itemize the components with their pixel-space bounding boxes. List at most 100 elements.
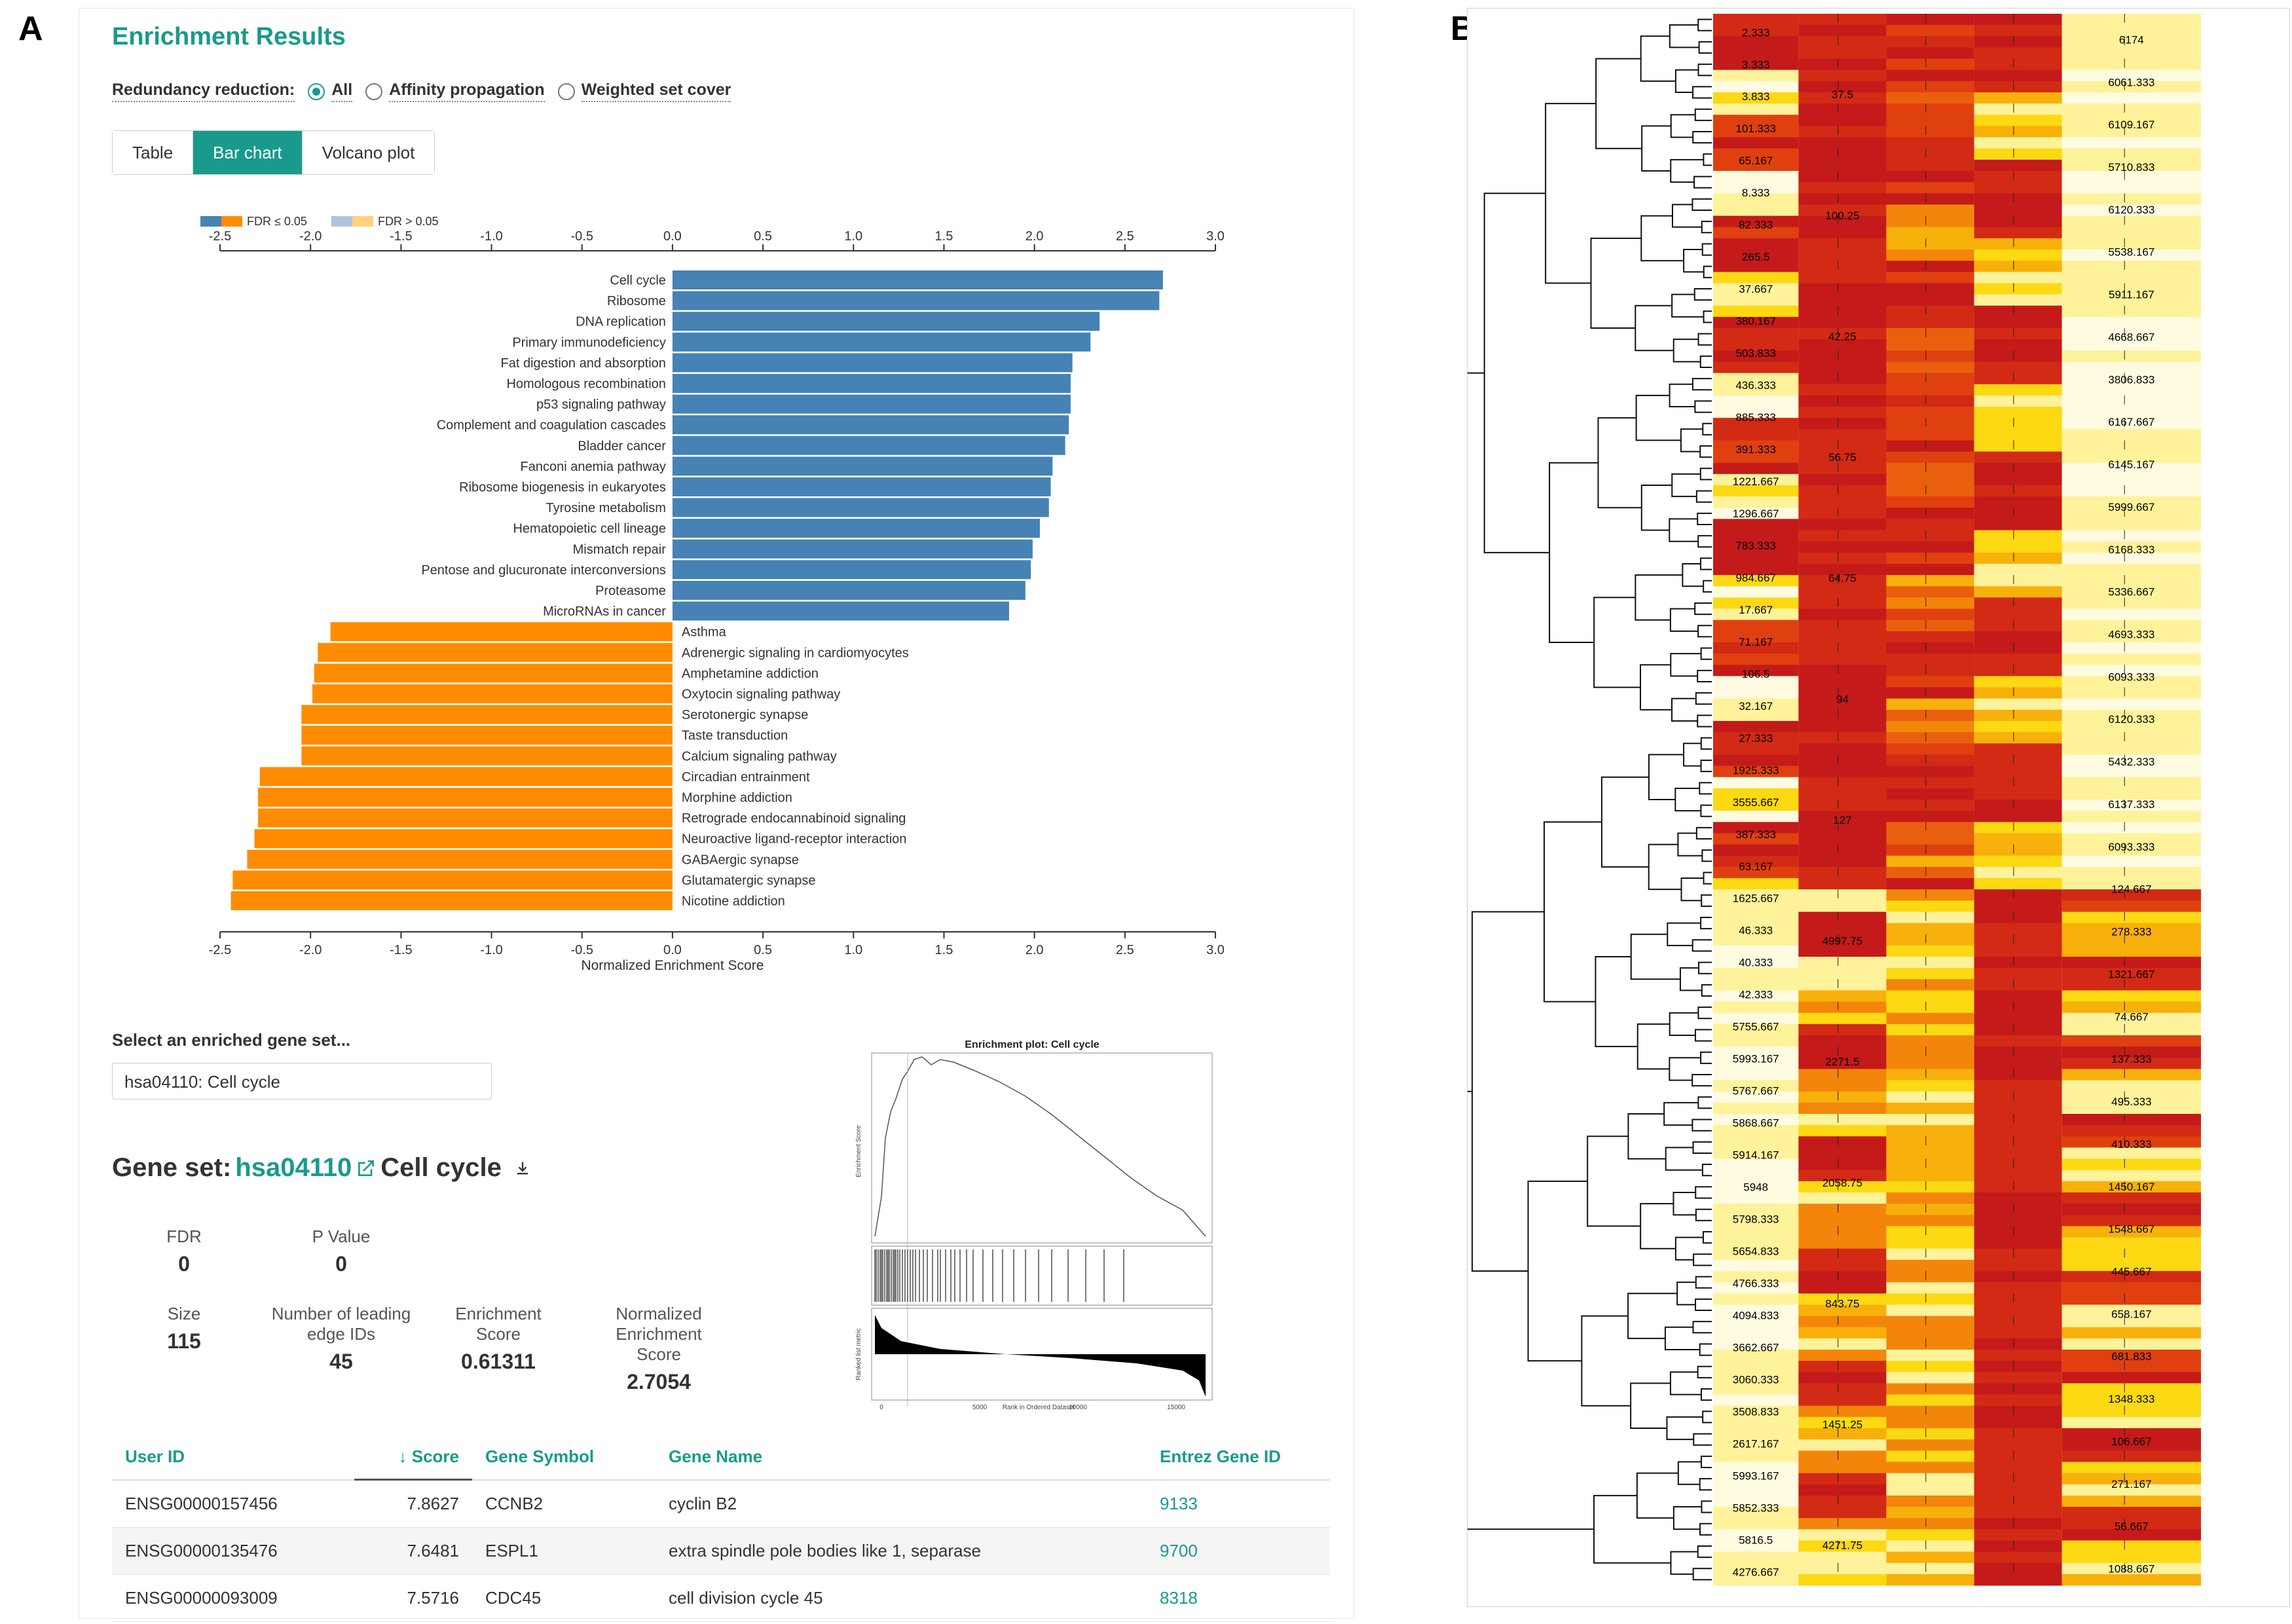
- bar[interactable]: [672, 435, 1065, 455]
- dendrogram-branch: [1597, 417, 1642, 509]
- bar[interactable]: [672, 601, 1009, 621]
- bar[interactable]: [231, 891, 673, 910]
- bar[interactable]: [672, 270, 1163, 289]
- gene-set-select[interactable]: hsa04110: Cell cycle: [112, 1063, 492, 1099]
- radio-weighted-set-cover[interactable]: Weighted set cover: [557, 81, 731, 102]
- radio-selected-icon[interactable]: [308, 83, 325, 100]
- bar[interactable]: [254, 829, 673, 849]
- heatmap-cell: [2061, 889, 2201, 901]
- entrez-link[interactable]: 8318: [1147, 1574, 1330, 1622]
- col-entrez-id[interactable]: Entrez Gene ID: [1147, 1435, 1330, 1481]
- bar[interactable]: [672, 560, 1031, 580]
- heatmap-cell: [2061, 1215, 2201, 1227]
- heatmap-cell: [1974, 361, 2062, 374]
- heatmap-cell: [1886, 1091, 1974, 1103]
- col-gene-symbol[interactable]: Gene Symbol: [472, 1435, 656, 1481]
- entrez-link[interactable]: 9700: [1147, 1527, 1330, 1575]
- bar[interactable]: [672, 456, 1053, 476]
- bar[interactable]: [672, 539, 1033, 559]
- heatmap-cell: [1974, 1024, 2062, 1036]
- heatmap-cell: [1798, 889, 1887, 901]
- cell-label: 3.333: [1742, 58, 1770, 71]
- bar[interactable]: [672, 581, 1026, 600]
- bar[interactable]: [258, 808, 673, 828]
- bar[interactable]: [301, 705, 673, 724]
- bar[interactable]: [301, 726, 673, 745]
- bar[interactable]: [672, 374, 1071, 393]
- cell-label: 2271.5: [1825, 1056, 1859, 1068]
- heatmap-cell: [1974, 1192, 2062, 1204]
- heatmap-cell: [1798, 530, 1887, 542]
- bar[interactable]: [312, 684, 673, 703]
- dendrogram-branch: [1697, 1006, 1712, 1020]
- rank-tick: 0: [879, 1404, 883, 1411]
- heatmap-cell: [2061, 418, 2201, 430]
- heatmap-cell: [1886, 1540, 1974, 1553]
- cell-label: 4997.75: [1822, 935, 1862, 948]
- heatmap-cell: [1798, 855, 1887, 868]
- bar[interactable]: [672, 519, 1040, 538]
- gene-set-id-link[interactable]: hsa04110: [235, 1153, 352, 1182]
- bar[interactable]: [672, 353, 1073, 373]
- rank-tick: 5000: [972, 1404, 988, 1411]
- download-icon[interactable]: [513, 1159, 532, 1177]
- bar[interactable]: [318, 642, 673, 662]
- heatmap-cell: [2061, 294, 2201, 306]
- heatmap-cell: [2061, 811, 2201, 822]
- radio-icon[interactable]: [365, 83, 383, 100]
- bar[interactable]: [672, 477, 1051, 496]
- cell-label: 124.667: [2111, 883, 2151, 896]
- bar[interactable]: [672, 394, 1071, 414]
- heatmap-cell: [1886, 889, 1974, 901]
- bar[interactable]: [672, 498, 1049, 517]
- legend-label: FDR > 0.05: [378, 215, 439, 228]
- heatmap-cell: [1974, 227, 2062, 239]
- tab-bar-chart[interactable]: Bar chart: [193, 131, 302, 174]
- heatmap-cell: [1886, 1562, 1974, 1575]
- rank-tick: 10000: [1069, 1404, 1087, 1411]
- bar-label: Primary immunodeficiency: [512, 335, 666, 350]
- dendrogram-branch: [1698, 41, 1712, 54]
- bar[interactable]: [232, 870, 673, 890]
- heatmap-cell: [1798, 1282, 1887, 1294]
- heatmap-cell: [2061, 900, 2201, 912]
- heatmap-cell: [1713, 1125, 1799, 1137]
- radio-all[interactable]: All: [308, 81, 353, 102]
- col-gene-name[interactable]: Gene Name: [656, 1435, 1147, 1481]
- dendrogram-branch: [1471, 911, 1545, 1272]
- bar[interactable]: [672, 332, 1091, 352]
- cell-label: 5710.833: [2108, 161, 2154, 174]
- heatmap-cell: [1798, 1304, 1887, 1317]
- bar[interactable]: [258, 788, 673, 807]
- bar[interactable]: [259, 767, 673, 786]
- col-score[interactable]: ↓ Score: [354, 1435, 472, 1481]
- bar[interactable]: [314, 663, 673, 683]
- tab-table[interactable]: Table: [113, 131, 193, 174]
- external-link-icon[interactable]: [356, 1158, 377, 1179]
- radio-icon[interactable]: [557, 83, 575, 100]
- col-user-id[interactable]: User ID: [112, 1435, 354, 1481]
- sort-down-icon[interactable]: ↓: [398, 1447, 412, 1466]
- bar-label: Cell cycle: [610, 274, 666, 288]
- heatmap-cell: [1886, 249, 1974, 261]
- heatmap-cell: [1886, 1473, 1974, 1485]
- heatmap-cell: [1886, 1248, 1974, 1261]
- radio-affinity-propagation[interactable]: Affinity propagation: [365, 81, 545, 102]
- tab-volcano-plot[interactable]: Volcano plot: [301, 131, 435, 174]
- bar[interactable]: [330, 622, 673, 642]
- bar[interactable]: [672, 415, 1069, 435]
- heatmap-cell: [2061, 1439, 2201, 1451]
- heatmap-cell: [1713, 485, 1799, 497]
- heatmap-cell: [2061, 1069, 2201, 1081]
- heatmap-cell: [1798, 552, 1887, 564]
- dendrogram-branch: [1694, 108, 1712, 121]
- heatmap-cell: [2061, 440, 2201, 452]
- bar[interactable]: [247, 849, 673, 869]
- bar[interactable]: [301, 746, 673, 766]
- bar-label: Retrograde endocannabinoid signaling: [682, 811, 906, 826]
- bar[interactable]: [672, 291, 1160, 310]
- bar[interactable]: [672, 312, 1100, 331]
- entrez-link[interactable]: 9133: [1147, 1479, 1330, 1528]
- dendrogram-branch: [1663, 1101, 1699, 1126]
- heatmap-cell: [1798, 900, 1887, 912]
